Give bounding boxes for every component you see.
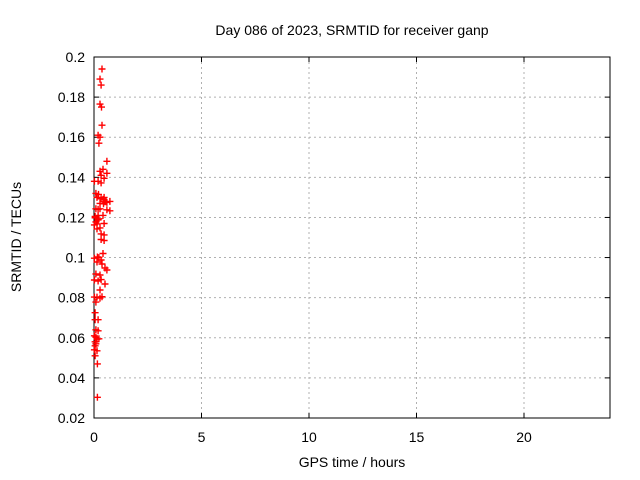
- x-tick-label: 5: [198, 429, 206, 445]
- y-tick-label: 0.08: [58, 290, 85, 306]
- plot-border: [93, 56, 611, 419]
- y-tick-label: 0.16: [58, 129, 85, 145]
- x-tick-label: 0: [90, 429, 98, 445]
- y-tick-label: 0.04: [58, 370, 85, 386]
- x-tick-label: 10: [301, 429, 317, 445]
- y-tick-label: 0.14: [58, 169, 85, 185]
- chart-title: Day 086 of 2023, SRMTID for receiver gan…: [215, 22, 489, 38]
- y-tick-label: 0.18: [58, 89, 85, 105]
- y-tick-label: 0.06: [58, 330, 85, 346]
- y-tick-label: 0.02: [58, 410, 85, 426]
- x-tick-label: 15: [409, 429, 425, 445]
- data-point-markers: [90, 65, 114, 401]
- y-tick-label: 0.2: [66, 49, 86, 65]
- x-tick-label: 20: [516, 429, 532, 445]
- y-tick-label: 0.12: [58, 209, 85, 225]
- y-tick-label: 0.1: [66, 250, 86, 266]
- x-axis-title: GPS time / hours: [298, 454, 406, 470]
